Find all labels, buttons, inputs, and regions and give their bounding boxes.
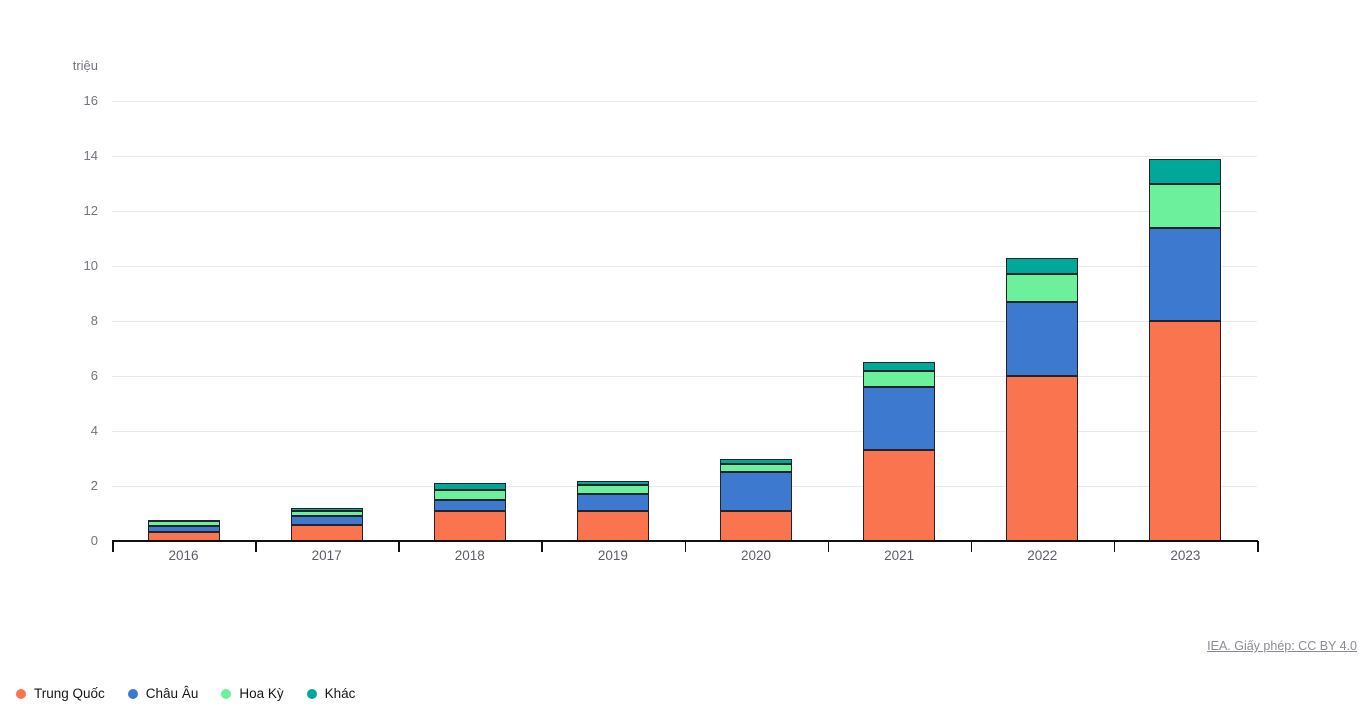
bar-segment-2022-series-hoa-kỳ[interactable]	[1006, 274, 1079, 302]
legend-item-label: Khác	[324, 686, 356, 701]
bar-segment-2018-series-khác[interactable]	[433, 483, 506, 490]
x-axis-label-2021: 2021	[884, 548, 915, 563]
x-axis-label-2018: 2018	[454, 548, 485, 563]
bar-segment-2018-series-hoa-kỳ[interactable]	[433, 489, 506, 500]
bar-segment-2020-series-trung-quốc[interactable]	[720, 510, 793, 541]
gridline-y-8	[112, 321, 1257, 322]
legend-dot-icon	[127, 688, 138, 699]
y-axis-tick-label-16: 16	[83, 93, 98, 108]
bar-segment-2019-series-châu-âu[interactable]	[576, 494, 649, 511]
x-axis-tick	[1113, 541, 1116, 552]
bar-segment-2018-series-châu-âu[interactable]	[433, 499, 506, 511]
legend-item-label: Trung Quốc	[34, 686, 105, 701]
x-axis-label-2019: 2019	[597, 548, 628, 563]
legend-item-label: Châu Âu	[145, 686, 199, 701]
bar-segment-2023-series-khác[interactable]	[1149, 158, 1222, 184]
x-axis-label-2020: 2020	[741, 548, 772, 563]
bar-segment-2020-series-hoa-kỳ[interactable]	[720, 464, 793, 473]
legend-item-châu-âu[interactable]: Châu Âu	[127, 686, 199, 701]
bar-segment-2017-series-hoa-kỳ[interactable]	[290, 510, 363, 517]
bar-segment-2019-series-khác[interactable]	[576, 480, 649, 486]
y-axis-tick-label-6: 6	[90, 368, 98, 383]
bar-segment-2018-series-trung-quốc[interactable]	[433, 510, 506, 541]
bar-segment-2023-series-trung-quốc[interactable]	[1149, 321, 1222, 541]
x-axis-tick	[255, 541, 257, 552]
bar-segment-2021-series-châu-âu[interactable]	[863, 387, 936, 451]
bar-segment-2023-series-hoa-kỳ[interactable]	[1149, 183, 1222, 228]
x-axis-tick	[827, 541, 830, 552]
legend: Trung Quốc Châu Âu Hoa Kỳ Khác	[16, 686, 355, 701]
x-axis-tick	[1257, 541, 1259, 552]
y-axis-unit-label: triệu	[72, 58, 98, 73]
gridline-y-2	[112, 486, 1257, 487]
bar-segment-2021-series-trung-quốc[interactable]	[863, 450, 936, 541]
bar-segment-2016-series-khác[interactable]	[147, 520, 220, 523]
bar-segment-2022-series-khác[interactable]	[1006, 257, 1079, 275]
bar-segment-2023-series-châu-âu[interactable]	[1149, 227, 1222, 321]
y-axis-tick-label-14: 14	[83, 148, 98, 163]
gridline-y-12	[112, 211, 1257, 212]
x-axis-tick	[684, 541, 686, 552]
bar-segment-2022-series-trung-quốc[interactable]	[1006, 376, 1079, 541]
x-axis-tick	[112, 541, 114, 552]
legend-item-trung-quốc[interactable]: Trung Quốc	[16, 686, 105, 701]
attribution-link[interactable]: IEA. Giấy phép: CC BY 4.0	[1207, 639, 1357, 653]
gridline-y-16	[112, 101, 1257, 102]
legend-item-hoa-kỳ[interactable]: Hoa Kỳ	[221, 686, 284, 701]
y-axis-tick-label-8: 8	[90, 313, 98, 328]
bar-segment-2017-series-trung-quốc[interactable]	[290, 524, 363, 541]
y-axis-tick-label-2: 2	[90, 478, 98, 493]
x-axis-label-2022: 2022	[1027, 548, 1058, 563]
gridline-y-10	[112, 266, 1257, 267]
x-axis-label-2023: 2023	[1170, 548, 1201, 563]
bar-segment-2019-series-trung-quốc[interactable]	[576, 510, 649, 541]
bar-segment-2021-series-hoa-kỳ[interactable]	[863, 370, 936, 387]
bar-segment-2021-series-khác[interactable]	[863, 362, 936, 371]
legend-item-label: Hoa Kỳ	[239, 686, 284, 701]
bar-segment-2017-series-châu-âu[interactable]	[290, 516, 363, 525]
y-axis-tick-label-10: 10	[83, 258, 98, 273]
legend-dot-icon	[221, 688, 232, 699]
y-axis-tick-label-0: 0	[90, 533, 98, 548]
x-axis-label-2016: 2016	[168, 548, 199, 563]
bar-segment-2019-series-hoa-kỳ[interactable]	[576, 485, 649, 495]
x-axis-tick	[970, 541, 973, 552]
legend-dot-icon	[16, 688, 26, 699]
gridline-y-4	[112, 431, 1257, 432]
legend-dot-icon	[306, 688, 317, 699]
y-axis-tick-label-4: 4	[90, 423, 98, 438]
bar-segment-2020-series-châu-âu[interactable]	[720, 472, 793, 511]
bar-segment-2022-series-châu-âu[interactable]	[1006, 301, 1079, 376]
bar-segment-2017-series-khác[interactable]	[290, 508, 363, 511]
y-axis-tick-label-12: 12	[83, 203, 98, 218]
legend-item-khác[interactable]: Khác	[306, 686, 356, 701]
bar-segment-2020-series-khác[interactable]	[720, 458, 793, 464]
x-axis-tick	[398, 541, 400, 552]
x-axis-tick	[541, 541, 543, 552]
gridline-y-6	[112, 376, 1257, 377]
gridline-y-14	[112, 156, 1257, 157]
x-axis-label-2017: 2017	[311, 548, 342, 563]
bar-segment-2016-series-châu-âu[interactable]	[147, 525, 220, 532]
